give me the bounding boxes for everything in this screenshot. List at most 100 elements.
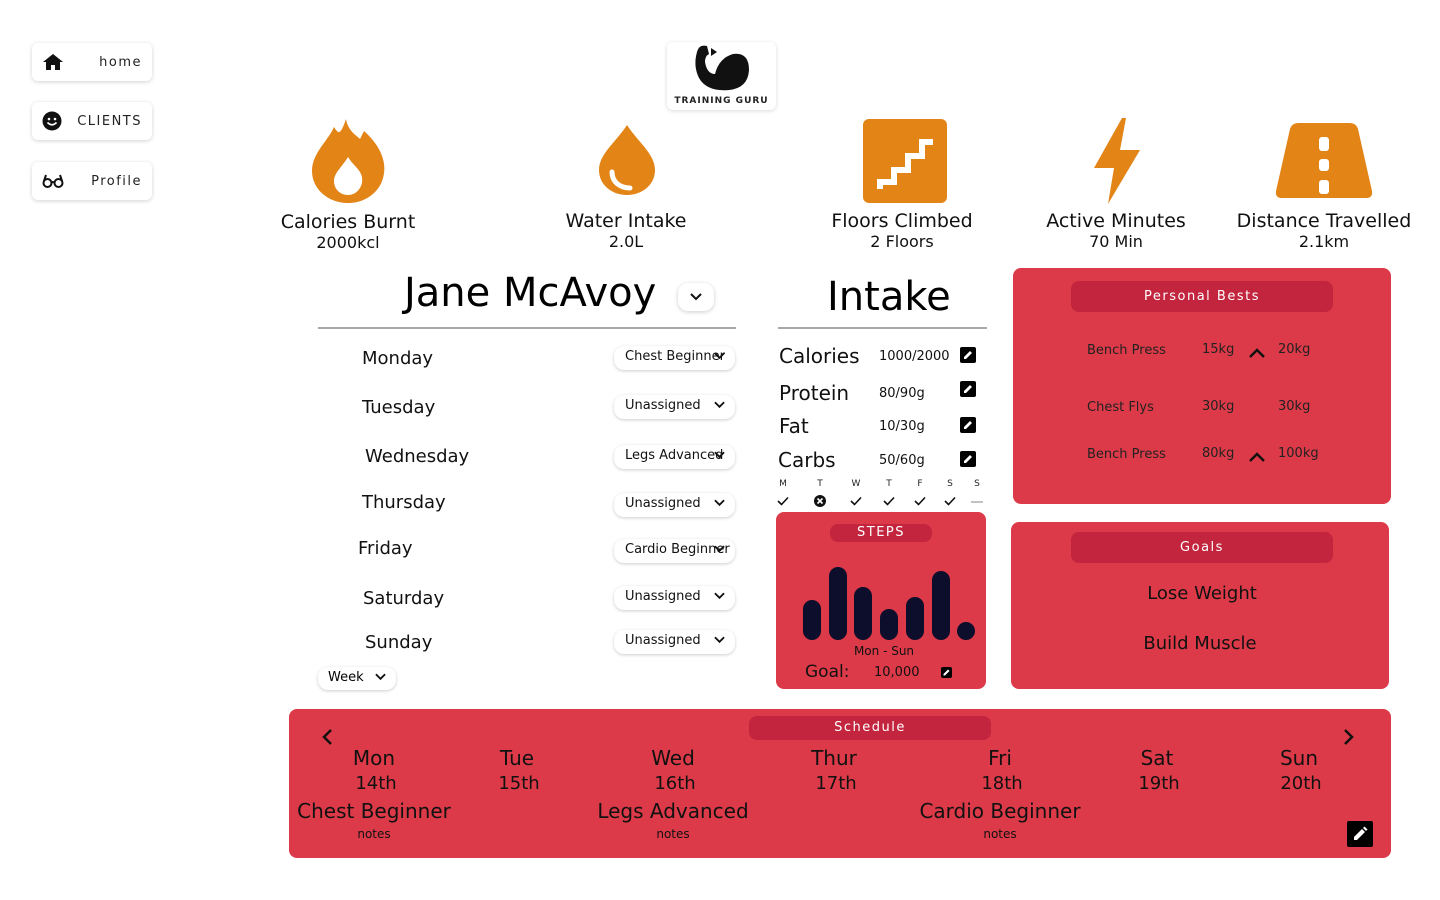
flame-icon (312, 119, 385, 203)
water-drop-icon (599, 125, 655, 195)
edit-intake-button[interactable] (960, 381, 976, 397)
edit-intake-button[interactable] (960, 417, 976, 433)
intake-title: Intake (827, 274, 951, 320)
plan-workout-select[interactable]: Cardio Beginner (614, 539, 735, 563)
stat-distance: Distance Travelled 2.1km (1234, 210, 1414, 251)
chevron-up-icon (1248, 448, 1266, 462)
edit-intake-button[interactable] (960, 451, 976, 467)
stat-active-name: Active Minutes (1046, 210, 1186, 232)
schedule-notes-link[interactable]: notes (983, 827, 1017, 841)
pb-previous: 80kg (1202, 446, 1235, 461)
pb-exercise: Chest Flys (1087, 400, 1154, 415)
intake-value: 80/90g (879, 386, 925, 401)
edit-schedule-button[interactable] (1347, 821, 1373, 847)
client-divider (318, 327, 736, 329)
road-icon (1276, 123, 1372, 198)
pencil-icon (964, 351, 972, 359)
check-icon (913, 493, 927, 507)
period-select[interactable]: Week (318, 667, 396, 690)
nav-home-label: home (99, 54, 142, 70)
intake-value: 50/60g (879, 453, 925, 468)
stat-calories-value: 2000kcl (316, 233, 380, 252)
intake-value: 10/30g (879, 419, 925, 434)
dash-icon (970, 493, 984, 507)
client-select-button[interactable] (678, 283, 714, 311)
plan-workout-select[interactable]: Unassigned (614, 493, 735, 517)
cross-circle-icon (813, 493, 827, 507)
chevron-down-icon (714, 592, 725, 600)
plan-workout-value: Unassigned (625, 633, 701, 648)
schedule-date: 20th (1280, 773, 1322, 794)
edit-steps-goal-button[interactable] (941, 667, 952, 678)
pencil-icon (943, 669, 950, 676)
pb-previous: 15kg (1202, 342, 1235, 357)
schedule-day: Fri (988, 746, 1012, 770)
chevron-down-icon (714, 499, 725, 507)
stairs-icon (863, 119, 947, 203)
nav-home-button[interactable]: home (32, 43, 152, 81)
pencil-icon (964, 421, 972, 429)
chevron-down-icon (714, 636, 725, 644)
goals-title: Goals (1071, 532, 1333, 563)
lightning-icon (1094, 118, 1140, 204)
week-day-letter: S (974, 479, 980, 489)
plan-day-label: Wednesday (365, 446, 470, 467)
schedule-day: Tue (499, 746, 535, 770)
chevron-down-icon (690, 293, 702, 301)
schedule-next-chevron-right-icon[interactable] (1343, 729, 1355, 745)
pb-exercise: Bench Press (1087, 343, 1166, 358)
steps-bar (854, 586, 873, 640)
plan-workout-select[interactable]: Unassigned (614, 630, 735, 654)
intake-label: Calories (779, 344, 860, 368)
steps-bar (905, 596, 924, 640)
schedule-day: Sat (1140, 746, 1174, 770)
plan-workout-select[interactable]: Legs Advanced (614, 445, 735, 469)
goal-item: Lose Weight (1147, 583, 1257, 604)
schedule-day: Mon (352, 746, 396, 770)
steps-title: STEPS (830, 524, 932, 542)
schedule-day: Sun (1279, 746, 1319, 770)
pb-exercise: Bench Press (1087, 447, 1166, 462)
plan-workout-select[interactable]: Unassigned (614, 586, 735, 610)
plan-day-label: Tuesday (362, 397, 436, 418)
nav-profile-button[interactable]: Profile (32, 162, 152, 200)
week-day-letter: W (851, 479, 861, 489)
edit-intake-button[interactable] (960, 347, 976, 363)
steps-range: Mon - Sun (853, 644, 915, 658)
plan-workout-value: Cardio Beginner (625, 542, 730, 557)
pencil-icon (964, 385, 972, 393)
schedule-title: Schedule (749, 716, 991, 740)
chevron-down-icon (714, 545, 725, 553)
plan-day-label: Saturday (363, 588, 445, 609)
schedule-day: Wed (651, 746, 695, 770)
stat-floors: Floors Climbed 2 Floors (822, 210, 982, 251)
steps-bar (931, 571, 950, 640)
check-icon (943, 493, 957, 507)
schedule-date: 18th (981, 773, 1023, 794)
schedule-notes-link[interactable]: notes (656, 827, 690, 841)
schedule-date: 14th (355, 773, 397, 794)
pb-current: 30kg (1278, 399, 1311, 414)
home-icon (43, 54, 63, 70)
logo-text: TRAINING GURU (674, 96, 769, 106)
schedule-day: Thur (811, 746, 857, 770)
plan-day-label: Sunday (365, 632, 433, 653)
week-day-letter: T (817, 479, 823, 489)
schedule-notes-link[interactable]: notes (357, 827, 391, 841)
period-select-value: Week (328, 670, 364, 685)
schedule-date: 17th (815, 773, 857, 794)
plan-workout-select[interactable]: Unassigned (614, 395, 735, 419)
schedule-prev-chevron-left-icon[interactable] (321, 729, 333, 745)
check-icon (849, 493, 863, 507)
plan-day-label: Friday (358, 538, 413, 559)
stat-water: Water Intake 2.0L (546, 210, 706, 251)
goal-item: Build Muscle (1143, 633, 1257, 654)
steps-goal-value: 10,000 (874, 665, 920, 680)
week-day-letter: T (886, 479, 892, 489)
glasses-icon (42, 174, 64, 188)
pb-current: 100kg (1278, 446, 1319, 461)
plan-workout-select[interactable]: Chest Beginner (614, 346, 735, 370)
schedule-workout: Cardio Beginner (919, 799, 1081, 823)
nav-clients-button[interactable]: CLIENTS (32, 102, 152, 140)
week-day-letter: S (947, 479, 953, 489)
